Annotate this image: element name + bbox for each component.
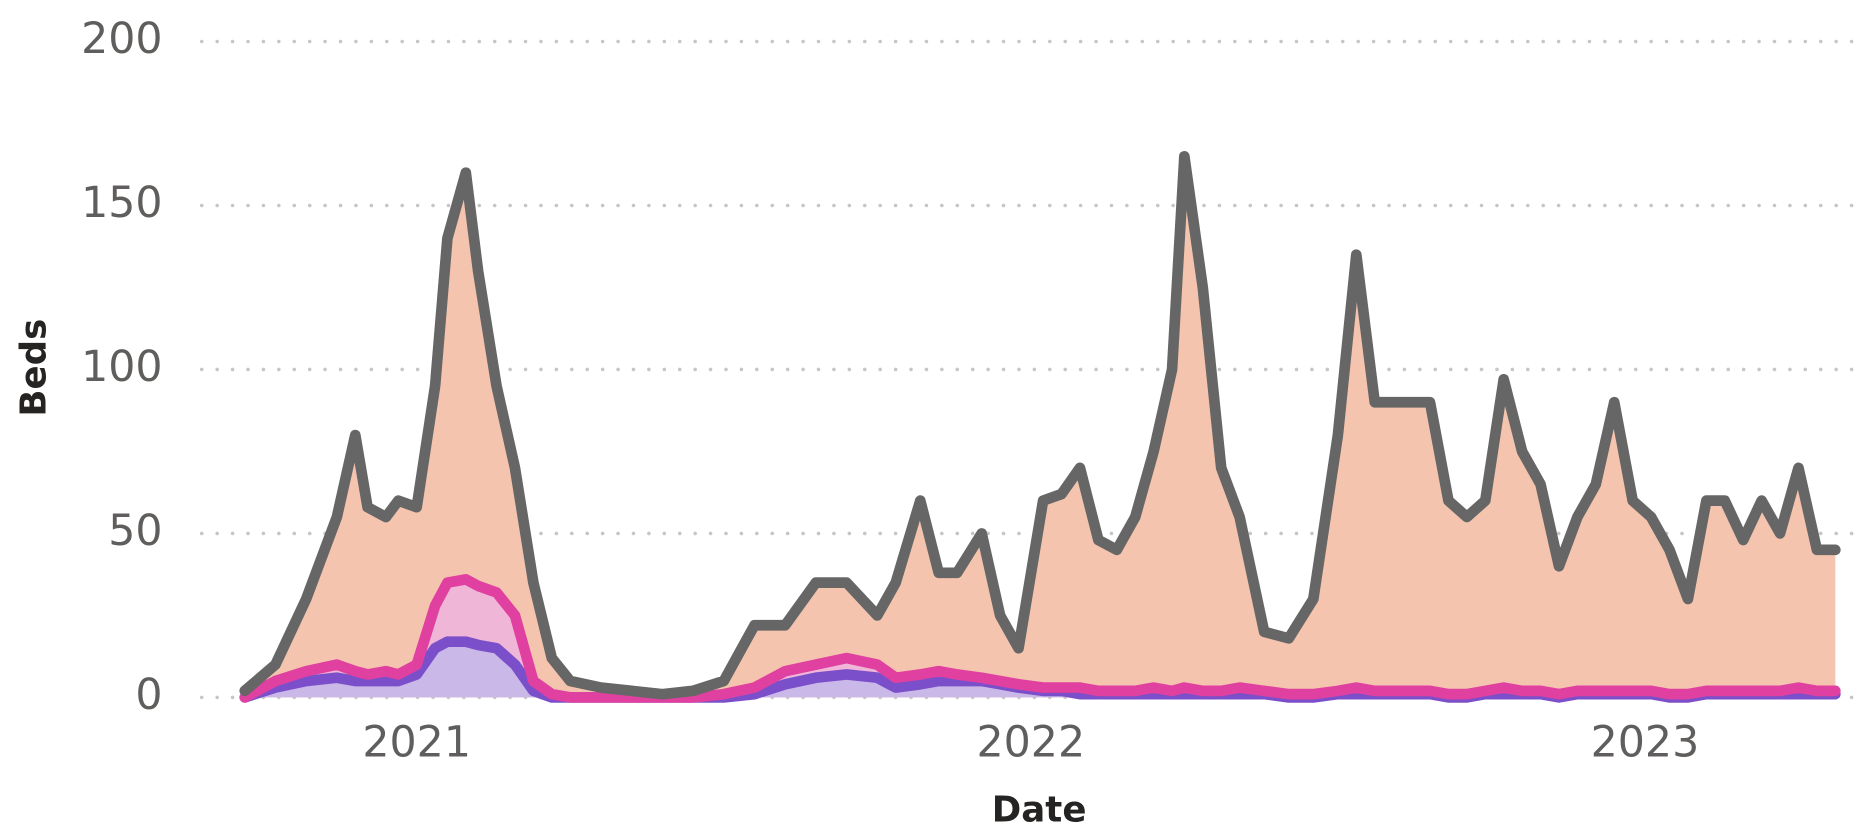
line <box>239 150 1841 700</box>
y-tick-label: 0 <box>135 670 162 720</box>
x-tick-label: 2023 <box>1591 717 1700 767</box>
area <box>244 641 1836 698</box>
y-tick-label: 100 <box>81 342 162 392</box>
x-tick-label: 2022 <box>976 717 1085 767</box>
area <box>244 156 1836 698</box>
y-tick-label: 200 <box>81 14 162 64</box>
y-tick-label: 150 <box>81 178 162 228</box>
line <box>239 574 1841 703</box>
y-tick-label: 50 <box>108 506 162 556</box>
y-axis-label: Beds <box>14 319 55 417</box>
x-axis-label: Date <box>992 789 1087 830</box>
x-tick-label: 2021 <box>362 717 471 767</box>
